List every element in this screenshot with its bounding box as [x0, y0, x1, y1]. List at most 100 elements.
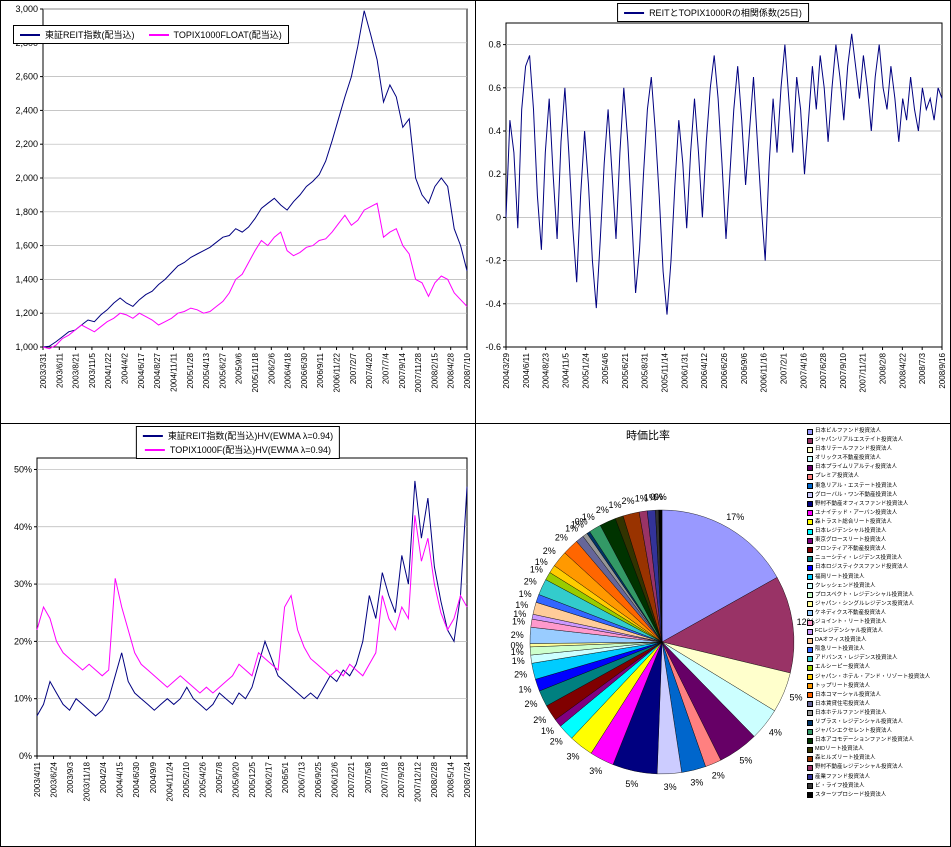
pie-legend-label: 森トラスト総合リート投資法人	[815, 518, 892, 525]
pie-legend-label: FCレジデンシャル投資法人	[815, 628, 883, 635]
x-tick-label: 2004/2/4	[99, 761, 108, 793]
pie-legend-label: 日本レジデンシャル投資法人	[815, 528, 887, 535]
series-label-correlation: REITとTOPIX1000Rの相関係数(25日)	[649, 8, 802, 18]
pie-legend-label: オリックス不動産投資法人	[815, 455, 881, 462]
pie-legend-item: 産業ファンド投資法人	[807, 773, 948, 782]
legend-item: REITとTOPIX1000Rの相関係数(25日)	[624, 6, 802, 19]
y-tick-label: 40%	[14, 522, 32, 532]
pie-legend-item: 日本ホテルファンド投資法人	[807, 709, 948, 718]
pie-legend-label: ビ・ライフ投資法人	[815, 782, 865, 789]
pie-legend-swatch	[807, 474, 813, 481]
x-tick-label: 2005/6/21	[621, 352, 630, 388]
pie-legend-swatch	[807, 601, 813, 608]
x-tick-label: 2008/7/24	[463, 761, 472, 797]
pie-slice-label: 1%	[512, 656, 525, 666]
panel-reit-index-chart: 1,000 1,200 1,400 1,600 1,800 2,000 2,200 2,400…	[0, 0, 476, 424]
pie-slice-label: 0%	[510, 641, 523, 651]
pie-legend-label: 福岡リート投資法人	[815, 573, 865, 580]
pie-legend-swatch	[807, 683, 813, 690]
y-tick-label: -0.2	[485, 256, 501, 266]
x-tick-label: 2006/2/17	[265, 761, 274, 797]
x-tick-label: 2004/11/11	[169, 352, 178, 391]
x-tick-label: 2008/2/28	[430, 761, 439, 797]
correlation-line-chart: -0.6 -0.4 -0.2 0 0.2 0.4 0.6 0.8 2004/3/29 2004/6…	[485, 22, 947, 392]
series-line	[42, 202, 468, 350]
pie-legend-item: FCレジデンシャル投資法人	[807, 627, 948, 636]
pie-legend-label: 野村不動産レジデンシャル投資法人	[815, 764, 904, 771]
pie-legend-label: ジャパン・シングルレジデンス投資法人	[815, 600, 914, 607]
legend-item: 東証REIT指数(配当込)	[20, 28, 135, 41]
y-tick-label: 0.6	[488, 83, 501, 93]
pie-slice-label: 2%	[511, 630, 524, 640]
y-tick-label: 2,200	[15, 139, 38, 149]
pie-legend-item: ジョイント・リート投資法人	[807, 618, 948, 627]
pie-slice-label: 1%	[582, 512, 595, 522]
pie-legend-item: プロスペクト・レジデンシャル投資法人	[807, 591, 948, 600]
pie-slice-label: 5%	[739, 755, 752, 765]
pie-legend-swatch	[807, 583, 813, 590]
x-tick-label: 2003/6/24	[50, 761, 59, 797]
x-tick-label: 2008/4/28	[447, 352, 456, 388]
pie-legend-item: 日本リテールファンド投資法人	[807, 445, 948, 454]
x-tick-label: 2004/6/17	[137, 352, 146, 388]
pie-slice-label: 1%	[513, 609, 526, 619]
pie-legend-label: 日本プライムリアルティ投資法人	[815, 464, 898, 471]
y-tick-label: 30%	[14, 579, 32, 589]
x-tick-label: 2007/9/28	[397, 761, 406, 797]
pie-slice-label: 1%	[565, 524, 578, 534]
pie-legend-swatch	[807, 655, 813, 662]
series-line	[42, 10, 468, 348]
x-tick-label: 2004/1/22	[104, 352, 113, 388]
pie-legend-swatch	[807, 692, 813, 699]
pie-slice-label: 2%	[514, 669, 527, 679]
plot-area	[36, 457, 468, 757]
pie-legend-swatch	[807, 619, 813, 626]
x-tick-label: 2006/6/30	[300, 352, 309, 388]
pie-legend-label: 日本アコモデーションファンド投資法人	[815, 737, 914, 744]
pie-slice-label: 1%	[644, 493, 657, 503]
y-tick-label: -0.6	[485, 342, 501, 352]
y-tick-label: 0	[496, 212, 501, 222]
pie-legend-item: ニューシティ・レジデンス投資法人	[807, 554, 948, 563]
pie-legend-item: スターツプロシード投資法人	[807, 791, 948, 800]
x-tick-label: 2004/11/24	[165, 761, 174, 801]
pie-slice-label: 1%	[635, 494, 648, 504]
pie-slice-label: 2%	[524, 699, 537, 709]
market-cap-pie-chart: 17%12%5%4%5%2%3%3%5%3%3%2%1%2%2%1%2%1%1%…	[510, 492, 814, 792]
x-tick-label: 2005/1/24	[581, 352, 590, 388]
x-tick-label: 2005/2/10	[182, 761, 191, 797]
x-tick-label: 2004/9/9	[149, 761, 158, 793]
pie-legend-item: プレミア投資法人	[807, 472, 948, 481]
pie-legend-label: クレッシェンド投資法人	[815, 582, 876, 589]
pie-legend-item: アドバンス・レジデンス投資法人	[807, 654, 948, 663]
x-tick-label: 2005/4/13	[202, 352, 211, 388]
pie-legend-label: エルシーピー投資法人	[815, 664, 871, 671]
pie-legend-item: 野村不動産オフィスファンド投資法人	[807, 500, 948, 509]
pie-slice-label: 5%	[625, 779, 638, 789]
pie-legend-swatch	[807, 637, 813, 644]
x-tick-label: 2006/4/18	[284, 352, 293, 388]
pie-slice-label: 2%	[533, 715, 546, 725]
y-tick-label: 50%	[14, 464, 32, 474]
x-tick-label: 2006/6/26	[720, 352, 729, 388]
pie-legend-item: 東京グロースリート投資法人	[807, 536, 948, 545]
pie-legend-item: 東急リアル・エステート投資法人	[807, 482, 948, 491]
pie-legend-swatch	[807, 519, 813, 526]
pie-legend-swatch	[807, 528, 813, 535]
pie-chart-title: 時価比率	[626, 430, 670, 442]
x-tick-label: 2008/4/22	[898, 352, 907, 388]
pie-legend-swatch	[807, 510, 813, 517]
pie-legend-label: ジャパンリアルエステイト投資法人	[815, 437, 903, 444]
x-tick-label: 2007/9/10	[839, 352, 848, 388]
x-tick-label: 2005/6/27	[218, 352, 227, 388]
x-tick-label: 2005/11/14	[661, 352, 670, 392]
pie-legend-item: オリックス不動産投資法人	[807, 454, 948, 463]
pie-slice-label: 2%	[621, 496, 634, 506]
pie-slice-label: 2%	[524, 577, 537, 587]
pie-legend-label: トップリート投資法人	[815, 682, 871, 689]
pie-legend-item: 森トラスト総合リート投資法人	[807, 518, 948, 527]
pie-legend-swatch	[807, 592, 813, 599]
pie-legend-label: 日本ホテルファンド投資法人	[815, 709, 887, 716]
pie-legend-item: ジャパンリアルエステイト投資法人	[807, 436, 948, 445]
pie-legend-swatch	[807, 792, 813, 799]
